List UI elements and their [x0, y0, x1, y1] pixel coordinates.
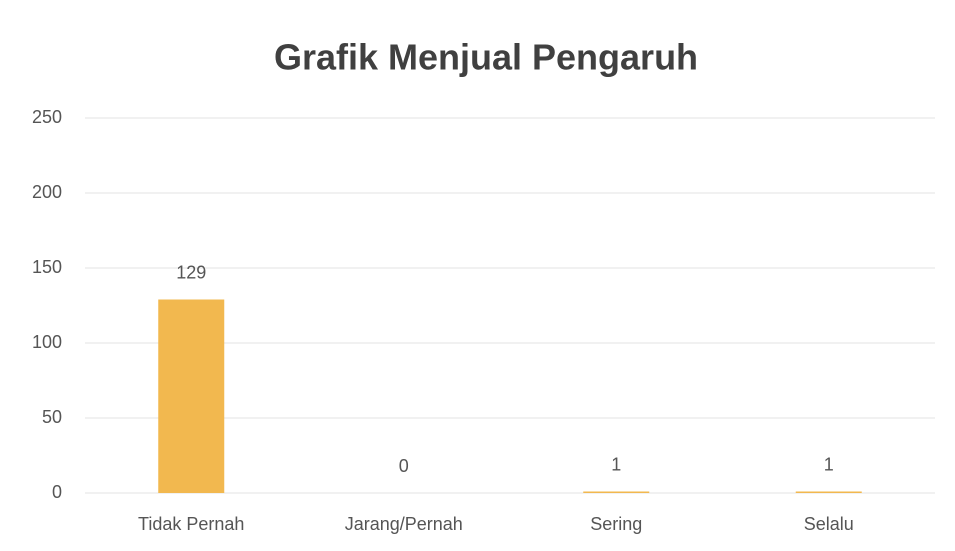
y-tick-label: 250 — [32, 107, 62, 127]
x-tick-label: Jarang/Pernah — [345, 514, 463, 534]
bar — [795, 491, 862, 493]
data-label: 1 — [824, 454, 834, 474]
data-label: 0 — [399, 456, 409, 476]
y-tick-label: 50 — [42, 407, 62, 427]
y-tick-label: 150 — [32, 257, 62, 277]
bar — [158, 299, 225, 493]
x-tick-label: Sering — [590, 514, 642, 534]
y-tick-label: 0 — [52, 482, 62, 502]
y-tick-label: 100 — [32, 332, 62, 352]
data-label: 129 — [176, 262, 206, 282]
y-tick-label: 200 — [32, 182, 62, 202]
data-label: 1 — [611, 454, 621, 474]
x-tick-label: Tidak Pernah — [138, 514, 244, 534]
x-tick-label: Selalu — [804, 514, 854, 534]
bar — [583, 491, 650, 493]
chart-title: Grafik Menjual Pengaruh — [274, 37, 698, 78]
